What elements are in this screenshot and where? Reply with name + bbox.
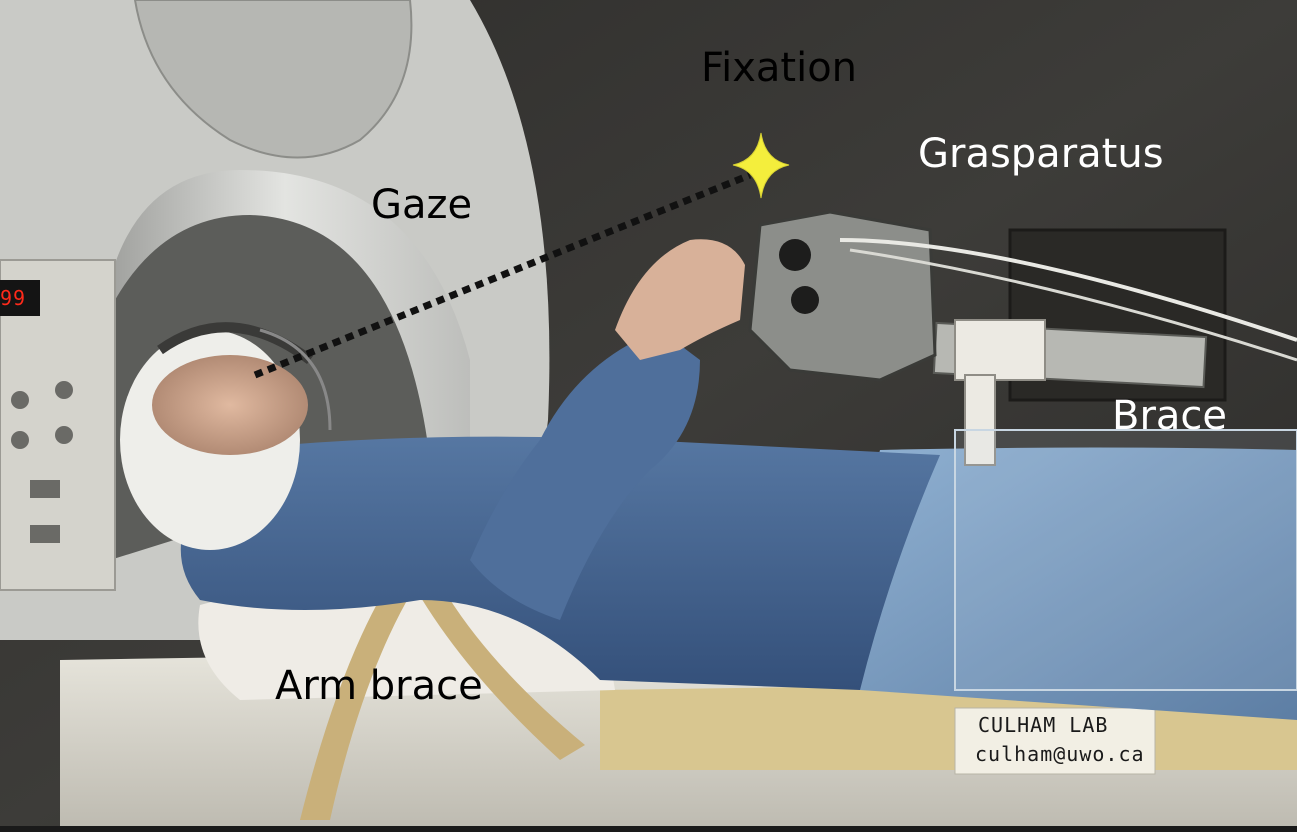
brace-label: Brace bbox=[1112, 393, 1227, 439]
gaze-line bbox=[253, 171, 752, 379]
fixation-label: Fixation bbox=[701, 45, 858, 91]
scanner-bore-ring bbox=[100, 170, 470, 460]
hair bbox=[157, 322, 313, 365]
photo-bottom-edge bbox=[0, 826, 1297, 832]
jeans bbox=[857, 447, 1297, 720]
brace-post bbox=[964, 374, 996, 466]
arm-brace-strap bbox=[300, 540, 440, 820]
lab-tag-card bbox=[954, 707, 1156, 775]
brace-clamp bbox=[954, 319, 1046, 381]
grasparatus-body bbox=[748, 210, 937, 382]
apparatus-knob bbox=[779, 239, 811, 271]
face bbox=[152, 355, 308, 455]
raised-arm-sleeve bbox=[470, 330, 700, 620]
head-coil-top bbox=[133, 0, 413, 159]
panel-button bbox=[30, 480, 60, 498]
four-point-star-icon bbox=[732, 132, 790, 199]
lab-tag-name: CULHAM LAB bbox=[978, 713, 1109, 737]
hand bbox=[615, 239, 745, 360]
panel-button bbox=[11, 431, 29, 449]
lab-tag-email: culham@uwo.ca bbox=[975, 742, 1145, 766]
gaze-label: Gaze bbox=[371, 182, 473, 228]
brace-plate bbox=[954, 429, 1297, 691]
panel-button bbox=[55, 426, 73, 444]
scanner-display-screen bbox=[0, 280, 40, 316]
panel-button bbox=[30, 525, 60, 543]
arm-brace-label: Arm brace bbox=[275, 663, 483, 709]
scanner-display-readout: 99 bbox=[0, 286, 27, 310]
apparatus-knob bbox=[791, 286, 819, 314]
grasparatus-label: Grasparatus bbox=[918, 131, 1164, 177]
panel-button bbox=[11, 391, 29, 409]
coil-cage bbox=[259, 328, 332, 431]
apparatus-cable bbox=[849, 248, 1297, 362]
panel-button bbox=[55, 381, 73, 399]
arm-brace-strap bbox=[400, 555, 585, 760]
apparatus-cable bbox=[839, 238, 1297, 342]
